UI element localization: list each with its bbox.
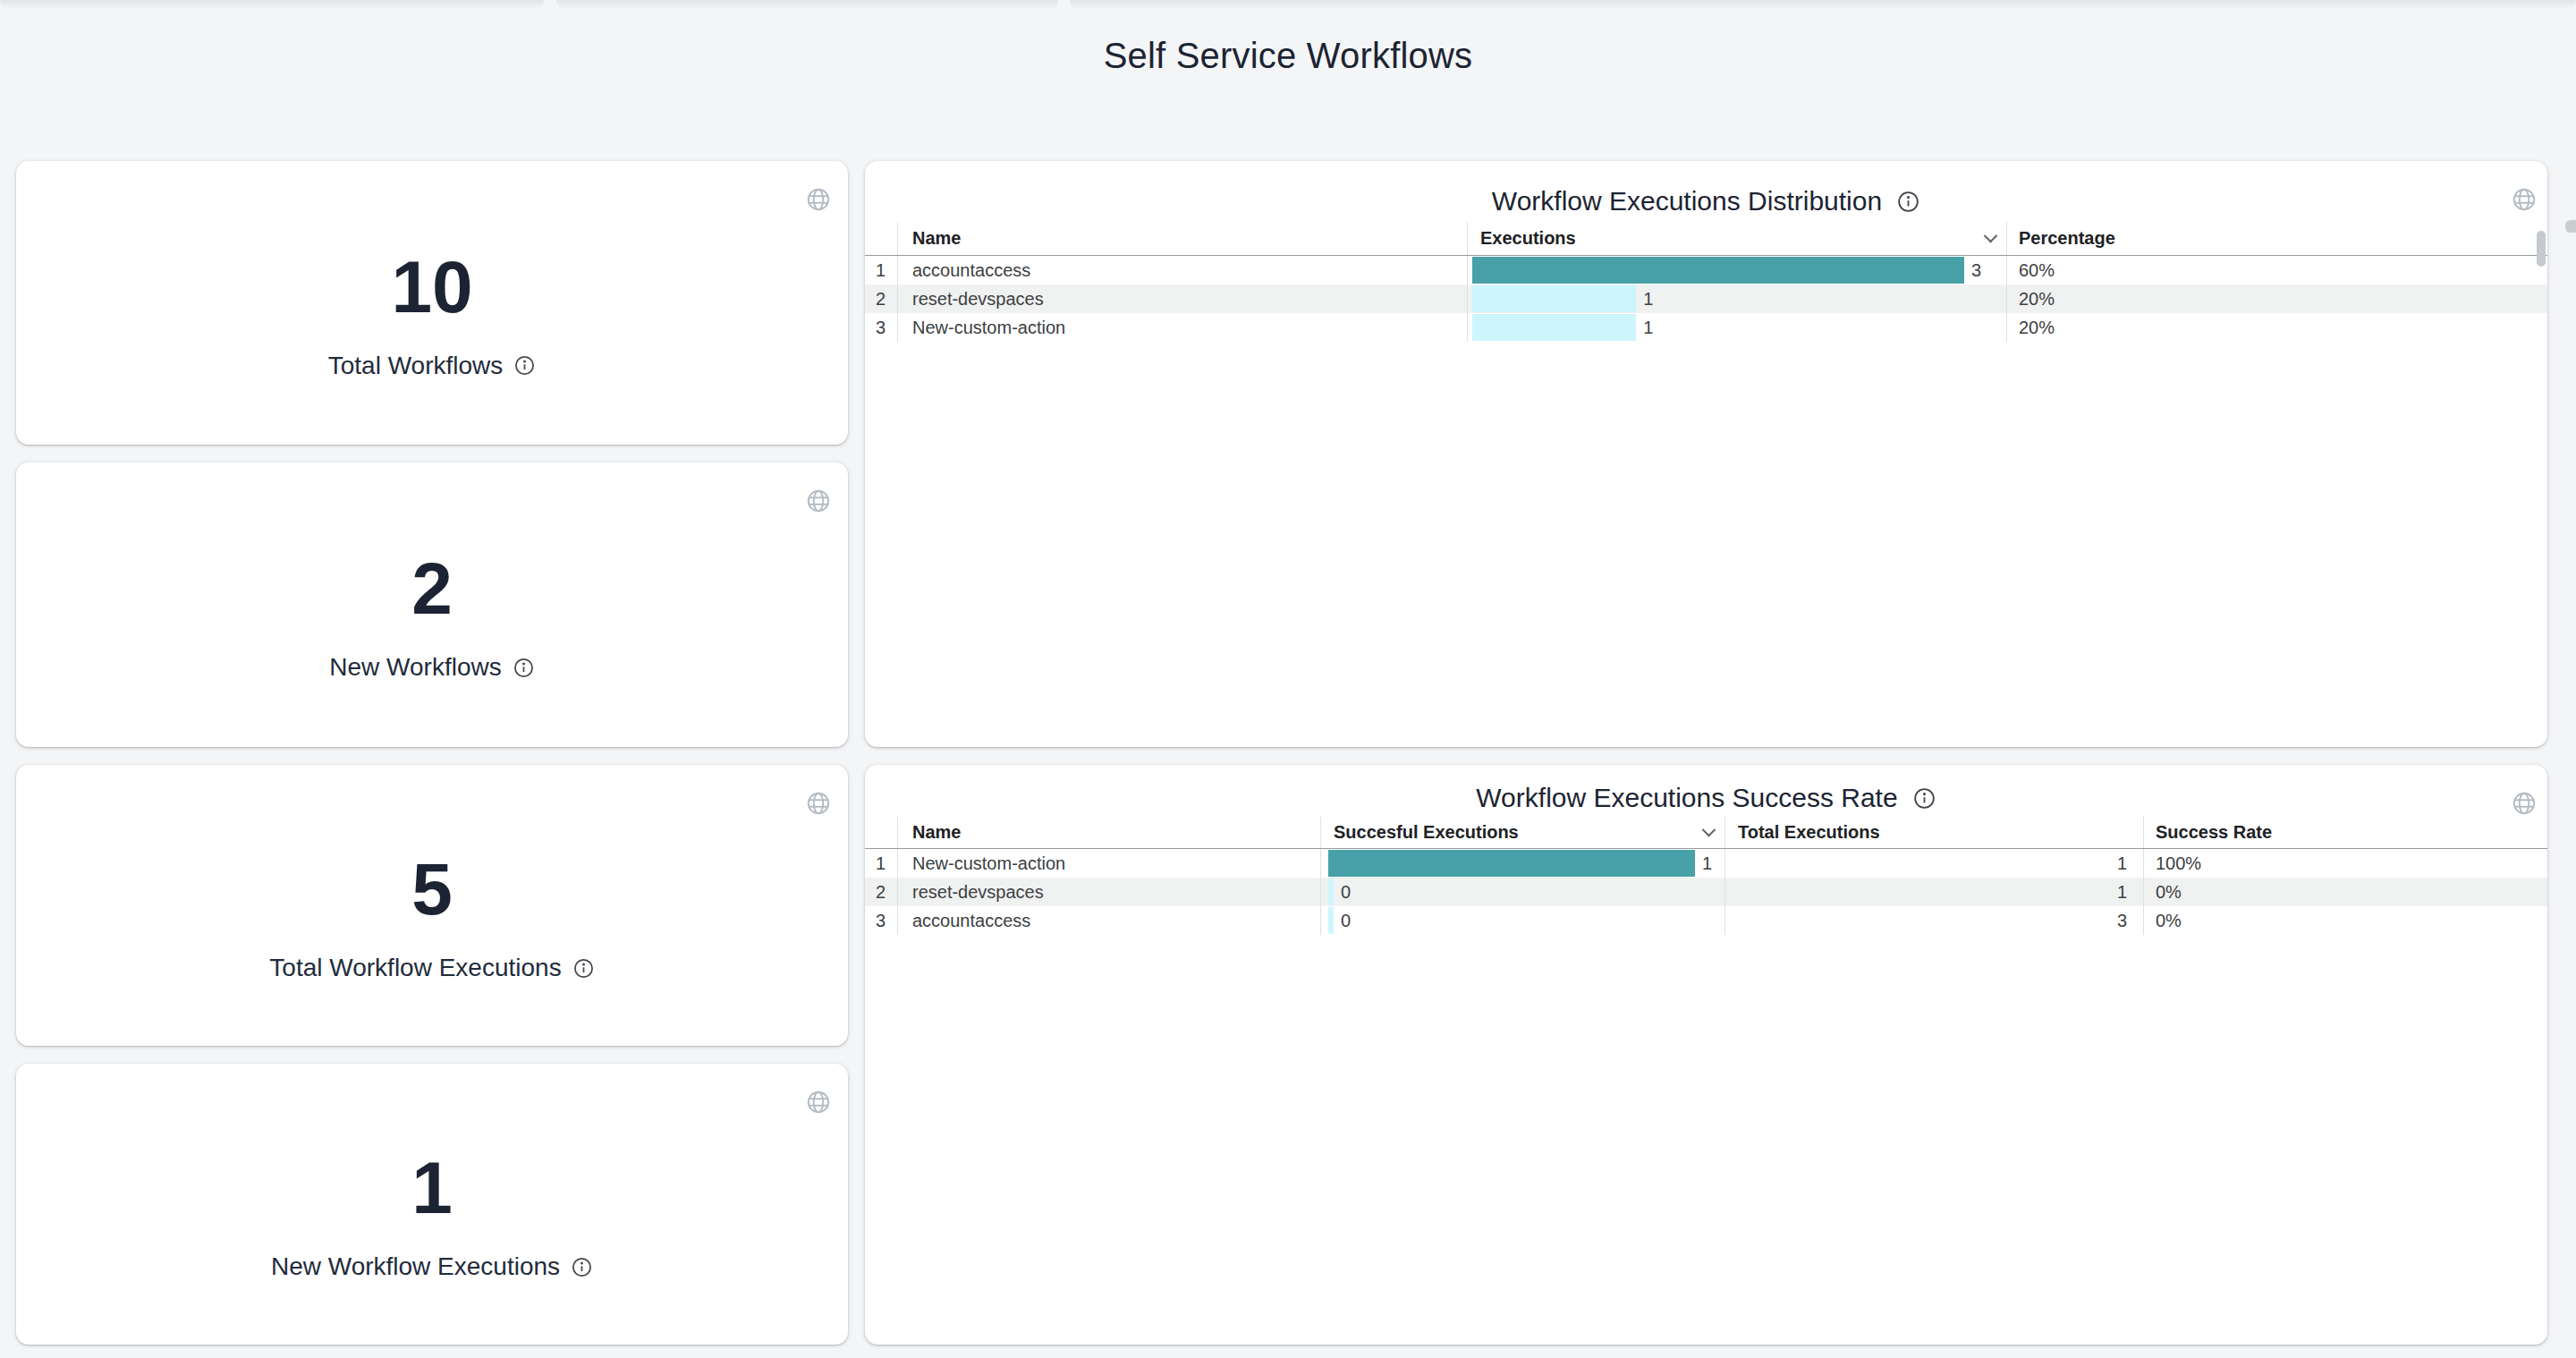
stat-label: Total Workflows [328,352,504,380]
successful-executions-bar [1328,907,1334,934]
dashboard-grid: 10 Total Workflows Workflow [16,161,2547,1345]
info-icon[interactable] [1896,190,1920,214]
info-icon[interactable] [1912,786,1936,811]
executions-bar-cell: 1 [1467,313,2006,342]
globe-icon[interactable] [805,488,832,514]
bar-value: 3 [1971,260,1981,281]
total-executions-cell: 1 [1724,849,2143,878]
stat-label: New Workflows [329,653,501,682]
panel-title: Workflow Executions Distribution [1492,186,1882,216]
column-header-total-executions[interactable]: Total Executions [1724,817,2143,848]
stat-card-total-workflow-executions: 5 Total Workflow Executions [16,765,848,1046]
successful-executions-bar-cell: 0 [1320,878,1724,906]
dashboard-page: Self Service Workflows 10 Total Workflow… [0,0,2576,1358]
column-header-index [865,817,897,848]
bar-value: 0 [1341,882,1351,903]
row-index: 2 [865,284,897,313]
page-scrollbar-thumb[interactable] [2565,220,2576,233]
column-header-success-rate[interactable]: Success Rate [2143,817,2547,848]
table-row: 3 New-custom-action 1 20% [865,313,2547,342]
total-executions-cell: 3 [1724,906,2143,935]
row-index: 2 [865,878,897,906]
table-header-row: Name Executions Percentage [865,222,2547,256]
executions-bar-cell: 1 [1467,284,2006,313]
info-icon[interactable] [513,657,535,679]
info-icon[interactable] [571,1256,593,1278]
table-row: 1 New-custom-action 1 1 100% [865,849,2547,878]
stat-value: 5 [411,852,453,927]
row-index: 1 [865,849,897,878]
successful-executions-bar [1328,850,1695,877]
sort-chevron-down-icon[interactable] [1702,823,1716,837]
workflow-executions-distribution-panel: Workflow Executions Distribution Name Ex… [865,161,2547,747]
stat-value: 1 [411,1150,453,1226]
executions-bar [1472,314,1636,341]
bar-value: 1 [1643,318,1653,338]
globe-icon[interactable] [805,790,832,817]
stat-card-total-workflows: 10 Total Workflows [16,161,848,445]
success-rate-cell: 0% [2143,878,2547,906]
globe-icon[interactable] [2511,790,2538,817]
column-header-executions[interactable]: Executions [1467,222,2006,255]
percentage-cell: 20% [2006,284,2547,313]
globe-icon[interactable] [805,186,832,213]
table-row: 2 reset-devspaces 0 1 0% [865,878,2547,906]
table-header-row: Name Succesful Executions Total Executio… [865,817,2547,849]
column-header-index [865,222,897,255]
success-rate-table: Name Succesful Executions Total Executio… [865,817,2547,935]
executions-bar [1472,285,1636,312]
bar-value: 1 [1643,289,1653,310]
scrolled-card-remnant [556,0,1058,10]
stat-card-new-workflow-executions: 1 New Workflow Executions [16,1064,848,1345]
workflow-name-cell: reset-devspaces [897,284,1467,313]
workflow-name-cell: New-custom-action [897,313,1467,342]
stat-value: 2 [411,551,453,626]
globe-icon[interactable] [805,1089,832,1116]
executions-bar-cell: 3 [1467,256,2006,284]
table-row: 2 reset-devspaces 1 20% [865,284,2547,313]
panel-title: Workflow Executions Success Rate [1476,783,1897,813]
bar-value: 0 [1341,911,1351,931]
column-header-successful-executions[interactable]: Succesful Executions [1320,817,1724,848]
stat-label: Total Workflow Executions [269,954,561,982]
executions-bar [1472,257,1964,284]
column-header-percentage[interactable]: Percentage [2006,222,2547,255]
percentage-cell: 20% [2006,313,2547,342]
info-icon[interactable] [513,354,536,377]
successful-executions-bar-cell: 0 [1320,906,1724,935]
bar-value: 1 [1702,853,1712,874]
stat-label: New Workflow Executions [271,1252,560,1281]
success-rate-cell: 0% [2143,906,2547,935]
workflow-name-cell: accountaccess [897,906,1320,935]
table-row: 1 accountaccess 3 60% [865,256,2547,284]
total-executions-cell: 1 [1724,878,2143,906]
row-index: 1 [865,256,897,284]
page-title: Self Service Workflows [0,36,2576,75]
column-header-name[interactable]: Name [897,817,1320,848]
distribution-table: Name Executions Percentage 1 accountacce… [865,222,2547,342]
workflow-executions-success-rate-panel: Workflow Executions Success Rate Name Su… [865,765,2547,1345]
successful-executions-bar [1328,878,1334,905]
row-index: 3 [865,313,897,342]
table-scrollbar-thumb[interactable] [2537,231,2546,267]
row-index: 3 [865,906,897,935]
scrolled-card-remnant [0,0,544,10]
workflow-name-cell: accountaccess [897,256,1467,284]
column-header-name[interactable]: Name [897,222,1467,255]
successful-executions-bar-cell: 1 [1320,849,1724,878]
info-icon[interactable] [572,957,595,980]
sort-chevron-down-icon[interactable] [1984,229,1998,243]
stat-card-new-workflows: 2 New Workflows [16,463,848,747]
scrolled-card-remnant [1070,0,2576,10]
globe-icon[interactable] [2511,186,2538,213]
workflow-name-cell: reset-devspaces [897,878,1320,906]
success-rate-cell: 100% [2143,849,2547,878]
stat-value: 10 [391,250,472,325]
workflow-name-cell: New-custom-action [897,849,1320,878]
percentage-cell: 60% [2006,256,2547,284]
table-row: 3 accountaccess 0 3 0% [865,906,2547,935]
